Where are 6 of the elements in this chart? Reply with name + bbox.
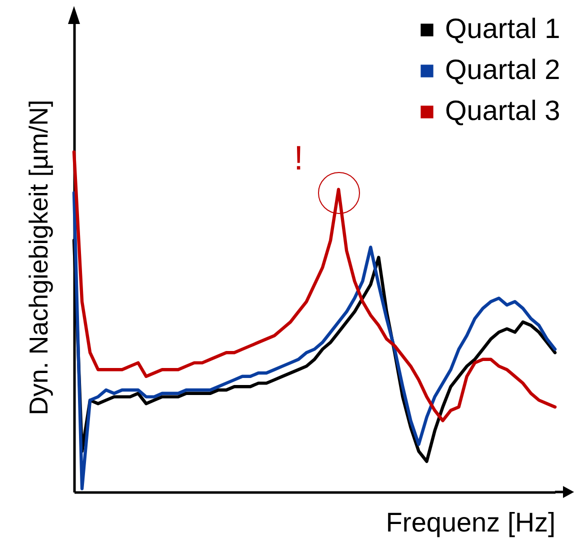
x-axis-title: Frequenz [Hz] <box>386 508 556 538</box>
legend-label: Quartal 1 <box>445 13 560 44</box>
annotation: ! <box>294 139 304 178</box>
legend-label: Quartal 3 <box>445 95 560 126</box>
y-axis-title: Dyn. Nachgiebigkeit [µm/N] <box>24 100 54 416</box>
legend-label: Quartal 2 <box>445 54 560 85</box>
